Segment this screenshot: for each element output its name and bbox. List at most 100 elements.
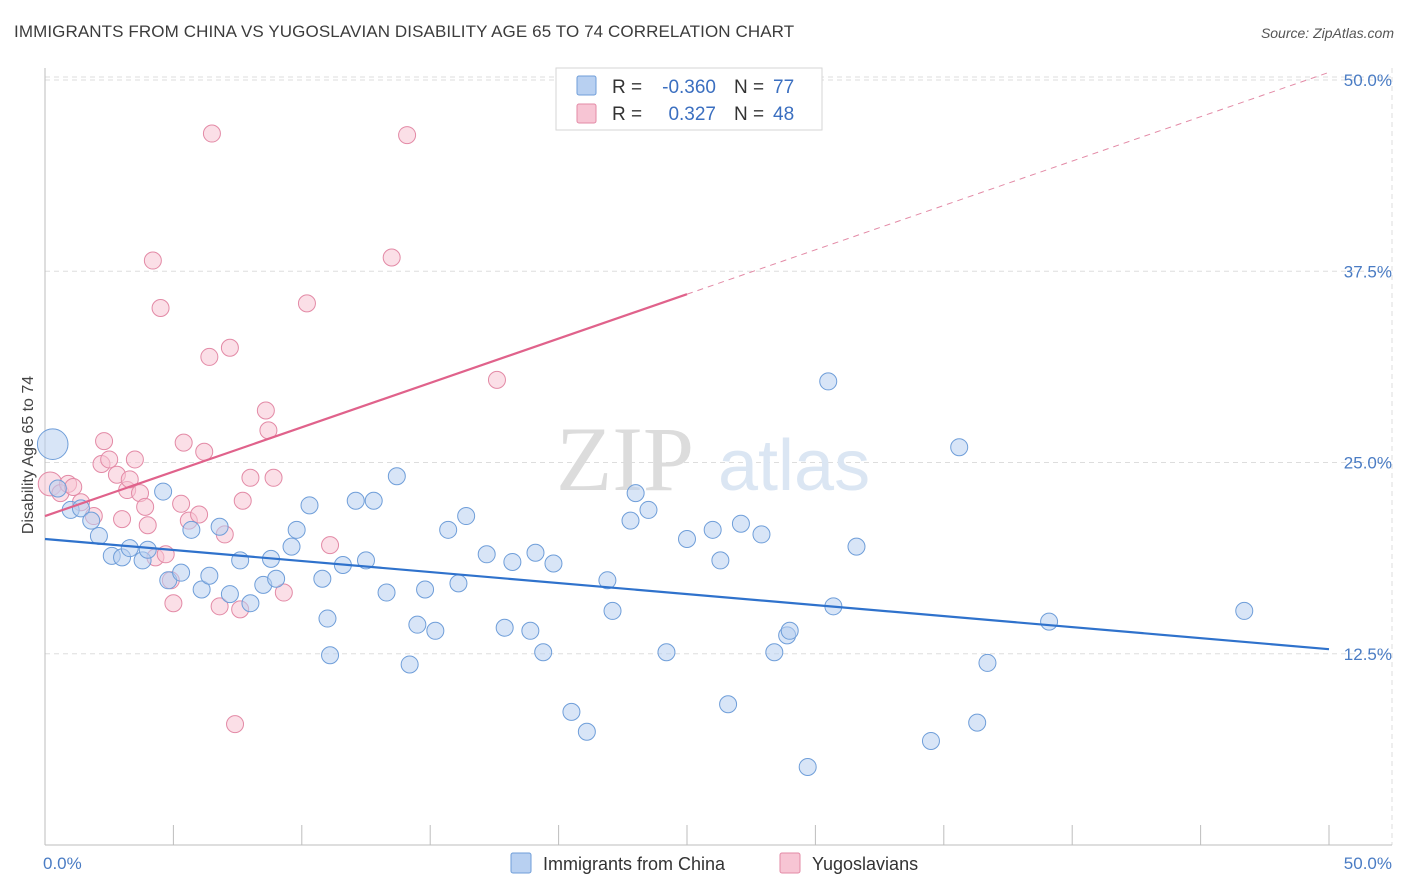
watermark: ZIP atlas: [556, 408, 870, 510]
china-point-52: [598, 571, 617, 590]
yugoslavians-point-33: [226, 715, 245, 734]
grid-lines: [45, 68, 1393, 845]
china-point-66: [780, 621, 799, 640]
china-point-45: [503, 552, 522, 571]
y-tick-labels: 12.5% 25.0% 37.5% 50.0%: [1344, 71, 1392, 664]
watermark-zip: ZIP: [556, 408, 694, 510]
yugoslavians-trend-line: [44, 293, 688, 518]
correlation-legend: R = -0.360 N = 77 R = 0.327 N = 48: [555, 67, 823, 131]
legend-swatch-yugoslavians: [576, 103, 597, 124]
x-tick-label-0: 0.0%: [43, 854, 82, 873]
china-point-56: [639, 500, 658, 519]
bottom-legend-label-yugoslavians: Yugoslavians: [812, 854, 918, 874]
china-point-71: [921, 731, 940, 750]
china-point-18: [220, 585, 239, 604]
yugoslavians-point-39: [264, 468, 283, 487]
yugoslavians-point-23: [172, 494, 191, 513]
china-point-73: [968, 713, 987, 732]
china-point-55: [626, 484, 645, 503]
legend-r-value-yugoslavians: 0.327: [668, 104, 716, 125]
china-point-67: [798, 757, 817, 776]
yugoslavians-point-24: [174, 433, 193, 452]
yugoslavians-point-26: [190, 505, 209, 524]
china-point-34: [377, 583, 396, 602]
legend-n-label-yugoslavians: N =: [734, 104, 764, 125]
china-point-25: [287, 520, 306, 539]
yugoslavians-point-29: [202, 124, 221, 143]
china-point-15: [192, 580, 211, 599]
china-point-17: [210, 517, 229, 536]
china-point-75: [1040, 612, 1059, 631]
china-point-57: [657, 643, 676, 662]
y-axis-title: Disability Age 65 to 74: [20, 376, 37, 534]
legend-n-value-yugoslavians: 48: [773, 104, 794, 125]
legend-box: [555, 67, 823, 131]
china-point-68: [819, 372, 838, 391]
china-point-54: [621, 511, 640, 530]
china-point-28: [318, 609, 337, 628]
china-point-50: [562, 702, 581, 721]
bottom-legend-swatch-yugoslavians: [779, 852, 801, 874]
yugoslavians-point-28: [200, 347, 219, 366]
china-point-40: [439, 520, 458, 539]
legend-r-value-china: -0.360: [662, 77, 716, 98]
legend-r-label-china: R =: [612, 77, 642, 98]
yugoslavians-point-37: [256, 401, 275, 420]
yugoslavians-point-40: [274, 583, 293, 602]
yugoslavians-point-8: [100, 450, 119, 469]
china-point-14: [182, 520, 201, 539]
yugoslavians-point-16: [138, 516, 157, 535]
china-point-39: [426, 621, 445, 640]
china-point-64: [765, 643, 784, 662]
china-point-36: [400, 655, 419, 674]
china-point-70: [847, 537, 866, 556]
china-point-59: [703, 520, 722, 539]
chart-title: IMMIGRANTS FROM CHINA VS YUGOSLAVIAN DIS…: [14, 22, 795, 41]
yugoslavians-point-3: [64, 477, 83, 496]
yugoslavians-point-13: [125, 450, 144, 469]
series-china-points: [36, 372, 1254, 776]
source-label: Source: ZipAtlas.com: [1260, 25, 1394, 41]
china-point-72: [950, 438, 969, 457]
china-point-58: [678, 530, 696, 548]
china-point-48: [534, 643, 553, 662]
yugoslavians-point-36: [241, 468, 260, 487]
china-point-74: [978, 653, 997, 672]
y-tick-label-1: 25.0%: [1344, 454, 1392, 473]
china-point-32: [357, 551, 375, 570]
china-point-26: [300, 496, 319, 515]
legend-swatch-china: [576, 75, 597, 96]
yugoslavians-point-10: [113, 510, 132, 529]
y-tick-label-2: 37.5%: [1344, 262, 1392, 281]
series-legend: Immigrants from China Yugoslavians: [510, 852, 918, 874]
china-point-63: [752, 525, 771, 544]
china-point-20: [241, 594, 260, 613]
china-point-43: [477, 545, 496, 564]
bottom-legend-label-china: Immigrants from China: [543, 854, 726, 874]
yugoslavians-point-45: [487, 370, 506, 389]
legend-r-label-yugoslavians: R =: [612, 104, 642, 125]
y-tick-label-0: 12.5%: [1344, 645, 1392, 664]
yugoslavians-point-43: [382, 248, 401, 267]
china-point-31: [346, 491, 365, 510]
china-point-76: [1235, 601, 1254, 620]
china-point-27: [313, 569, 332, 588]
china-point-47: [526, 543, 545, 562]
legend-n-value-china: 77: [773, 77, 794, 98]
yugoslavians-point-41: [297, 294, 316, 313]
yugoslavians-point-30: [210, 597, 229, 616]
china-point-38: [416, 580, 435, 599]
legend-n-label-china: N =: [734, 77, 764, 98]
yugoslavians-point-27: [195, 442, 214, 461]
yugoslavians-point-19: [151, 298, 170, 317]
china-point-13: [172, 563, 191, 582]
bottom-legend-swatch-china: [510, 852, 532, 874]
yugoslavians-point-35: [233, 491, 252, 510]
china-point-35: [387, 467, 406, 486]
china-trend-line: [44, 537, 1330, 651]
china-point-11: [154, 482, 173, 501]
china-point-33: [364, 491, 383, 510]
china-point-41: [449, 574, 468, 593]
china-point-51: [577, 722, 596, 741]
